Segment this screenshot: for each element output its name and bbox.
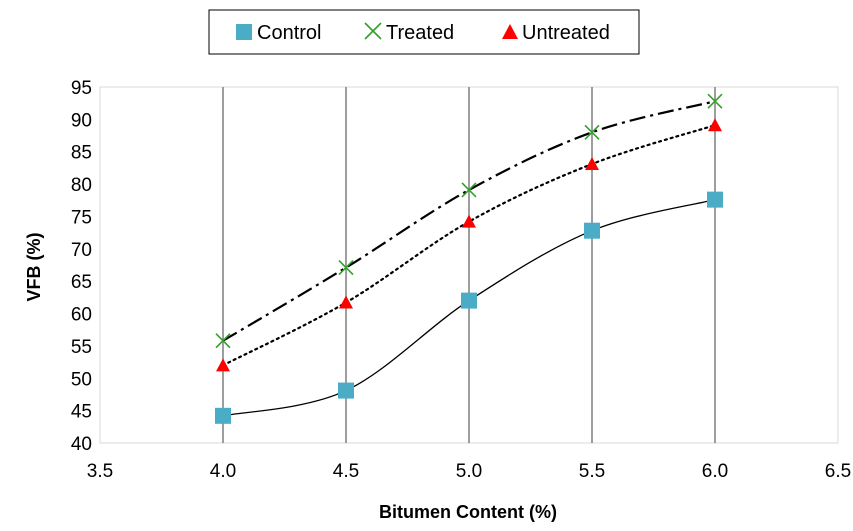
- legend-label-treated: Treated: [386, 22, 454, 44]
- x-tick-label: 4.0: [210, 461, 236, 482]
- legend-label-control: Control: [257, 22, 321, 44]
- x-tick-label: 6.5: [825, 461, 851, 482]
- legend-marker-treated: [364, 22, 382, 40]
- point-untreated: [585, 157, 599, 171]
- x-axis-title: Bitumen Content (%): [379, 502, 557, 522]
- y-tick-label: 90: [71, 110, 92, 131]
- point-control: [584, 222, 600, 239]
- legend-box: [208, 9, 640, 55]
- point-control: [461, 292, 477, 309]
- y-tick-label: 55: [71, 337, 92, 358]
- x-tick-label: 6.0: [702, 461, 728, 482]
- data-points: [215, 93, 723, 424]
- legend: Control Treated Untreated: [208, 9, 640, 55]
- point-treated: [215, 333, 231, 349]
- x-tick-label: 3.5: [87, 461, 113, 482]
- legend-label-untreated: Untreated: [522, 22, 610, 44]
- y-tick-label: 75: [71, 207, 92, 228]
- y-tick-label: 50: [71, 369, 92, 390]
- point-treated: [584, 124, 600, 140]
- y-tick-label: 95: [71, 78, 92, 99]
- point-untreated: [339, 295, 353, 309]
- y-tick-label: 60: [71, 305, 92, 326]
- legend-marker-control: [236, 24, 252, 40]
- point-untreated: [216, 358, 230, 372]
- y-tick-label: 70: [71, 240, 92, 261]
- point-treated: [338, 260, 354, 276]
- y-tick-label: 45: [71, 402, 92, 423]
- trend-line-treated: [222, 100, 716, 342]
- point-untreated: [462, 214, 476, 228]
- y-axis-title: VFB (%): [24, 233, 44, 302]
- x-tick-label: 5.5: [579, 461, 605, 482]
- point-control: [215, 407, 231, 424]
- x-tick-label: 5.0: [456, 461, 482, 482]
- x-axis-ticks: 3.5 4.0 4.5 5.0 5.5 6.0 6.5: [87, 461, 851, 482]
- point-untreated: [708, 118, 722, 132]
- grid: [222, 87, 716, 443]
- trend-line-untreated: [221, 124, 717, 367]
- point-control: [707, 191, 723, 208]
- y-axis-ticks: 40 45 50 55 60 65 70 75 80 85 90 95: [71, 78, 92, 455]
- point-treated: [461, 182, 477, 198]
- x-tick-label: 4.5: [333, 461, 359, 482]
- y-tick-label: 65: [71, 272, 92, 293]
- y-tick-label: 80: [71, 175, 92, 196]
- legend-marker-untreated: [502, 24, 518, 39]
- point-treated: [707, 93, 723, 109]
- y-tick-label: 85: [71, 143, 92, 164]
- point-control: [338, 382, 354, 399]
- y-tick-label: 40: [71, 434, 92, 455]
